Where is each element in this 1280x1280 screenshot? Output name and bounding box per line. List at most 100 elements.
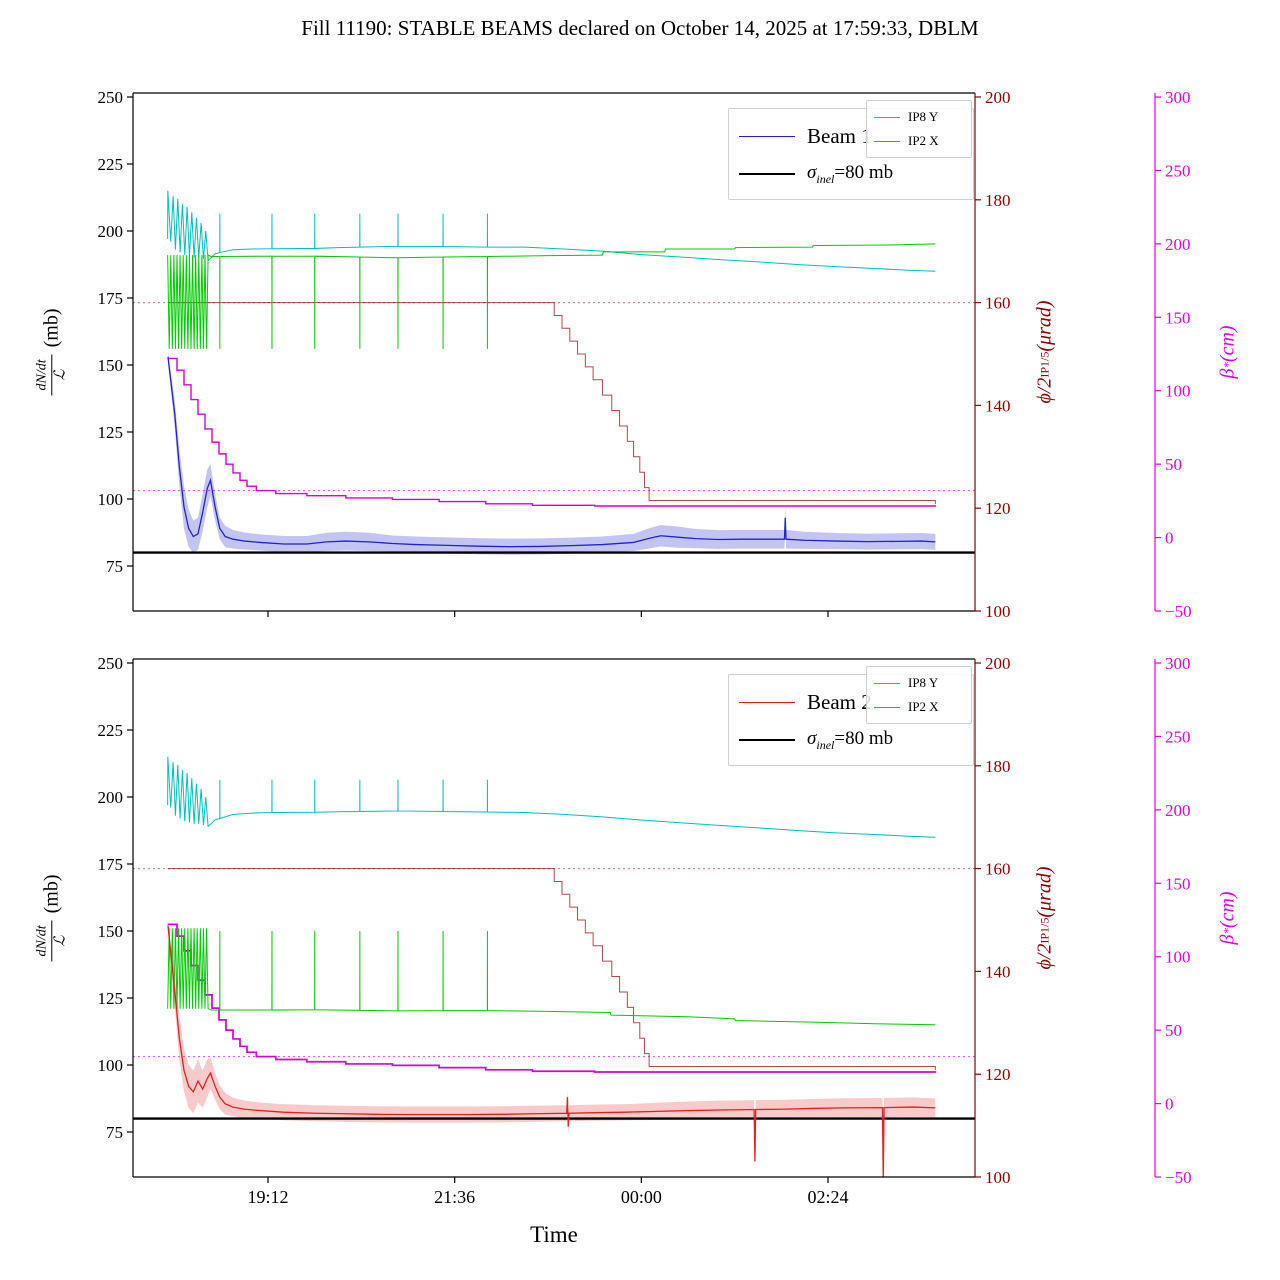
beta-tick-label: 0 [1165,529,1174,548]
beta-tick-label: 50 [1165,455,1182,474]
beam1-subplot: 250 225 200 175 150 125 100 75 200 180 160 140 120 10… [98,88,1192,621]
beta-tick-label: 150 [1165,874,1191,893]
phi-ip15-line [167,868,936,1071]
beta-axis-label-bottom: β * (cm) [1217,891,1240,944]
ip2x-line-sample [874,140,900,142]
ylabel-fraction: dN/dt ℒ [34,920,68,962]
beam2-subplot: 250 225 200 175 150 125 100 75 200 180 160 140 120 10… [98,654,1192,1207]
beam1-line-sample [739,135,795,137]
sigma-line-sample [739,173,795,175]
legend-sigma-label: σinel=80 mb [807,728,893,753]
beam2-uncertainty-band [167,920,936,1177]
sigma-symbol: σ [807,727,817,749]
x-tick-label: 19:12 [247,1187,288,1207]
beta-label-main: β [1216,368,1239,379]
beta-label-unit: (cm) [1216,891,1239,929]
legend-entry-sigma: σinel=80 mb [729,155,973,193]
legend-ip2x-label: IP2 X [908,699,939,714]
legend-entry-beam2: Beam 2 [729,683,973,721]
left-tick-label: 250 [98,88,124,107]
sigma-subscript: inel [816,737,835,752]
phi-tick-label: 100 [985,1168,1011,1187]
beam1-line [167,356,936,548]
sigma-value: =80 mb [834,727,894,749]
beta-tick-label: 200 [1165,235,1191,254]
phi-axis-label-bottom: ϕ/2 IP1/5 (μrad) [1034,866,1057,969]
legend-ips-bottom: IP8 Y IP2 X [866,666,972,724]
ylabel-numerator: dN/dt [34,920,52,962]
ip8-y-line [167,190,936,272]
legend-ips-top: IP8 Y IP2 X [866,100,972,158]
legend-entry-ip8y: IP8 Y [867,105,971,129]
ylabel-denominator: ℒ [51,369,68,381]
ip8y-line-sample [874,116,900,118]
beta-tick-label: −50 [1165,1168,1192,1187]
legend-ip8y-label: IP8 Y [908,675,939,690]
beta-label-sup: * [1220,928,1235,935]
legend-entry-ip2x: IP2 X [867,129,971,153]
beta-label-main: β [1216,934,1239,945]
phi-tick-label: 140 [985,396,1011,415]
beta-tick-label: 200 [1165,801,1191,820]
phi-tick-label: 160 [985,860,1011,879]
beta-tick-label: 250 [1165,727,1191,746]
phi-label-main: ϕ/2 [1033,943,1056,970]
beta-tick-label: −50 [1165,602,1192,621]
phi-tick-label: 180 [985,757,1011,776]
left-tick-label: 225 [98,721,124,740]
phi-label-unit: (μrad) [1033,866,1056,918]
left-tick-label: 100 [98,490,124,509]
ylabel-denominator: ℒ [51,935,68,947]
phi-tick-label: 120 [985,1065,1011,1084]
legend-ip8y-label: IP8 Y [908,109,939,124]
ip2-x-line [167,243,936,349]
phi-tick-label: 140 [985,962,1011,981]
xlabel: Time [530,1222,578,1247]
left-tick-label: 150 [98,922,124,941]
ip2x-line-sample [874,706,900,708]
phi-label-main: ϕ/2 [1033,377,1056,404]
left-tick-label: 150 [98,356,124,375]
beam1-uncertainty-band [167,351,936,555]
beta-tick-label: 50 [1165,1021,1182,1040]
left-tick-label: 75 [106,1123,123,1142]
beta-tick-label: 150 [1165,308,1191,327]
legend-beam2-label: Beam 2 [807,689,872,714]
left-tick-label: 175 [98,289,124,308]
ylabel-fraction: dN/dt ℒ [34,354,68,396]
ylabel-top: dN/dt ℒ (mb) [34,308,68,396]
legend-entry-ip8y: IP8 Y [867,671,971,695]
ylabel-unit: (mb) [40,874,63,914]
sigma-symbol: σ [807,161,817,183]
sigma-line-sample [739,739,795,741]
beta-tick-label: 100 [1165,382,1191,401]
left-tick-label: 200 [98,222,124,241]
left-tick-label: 175 [98,855,124,874]
beta-tick-label: 100 [1165,948,1191,967]
ylabel-numerator: dN/dt [34,354,52,396]
ip8y-line-sample [874,682,900,684]
phi-label-sub: IP1/5 [1037,351,1052,378]
legend-beam1-label: Beam 1 [807,123,872,148]
beta-label-unit: (cm) [1216,325,1239,363]
x-tick-label: 00:00 [621,1187,662,1207]
ip8-y-line [167,756,936,838]
legend-entry-ip2x: IP2 X [867,695,971,719]
legend-entry-beam1: Beam 1 [729,117,973,155]
phi-tick-label: 200 [985,88,1011,107]
sigma-value: =80 mb [834,161,894,183]
legend-ip2x-label: IP2 X [908,133,939,148]
left-tick-label: 200 [98,788,124,807]
phi-ip15-line [167,302,936,505]
beta-axis-label-top: β * (cm) [1217,325,1240,378]
left-tick-label: 100 [98,1056,124,1075]
beta-star-line [167,923,937,1073]
figure-title: Fill 11190: STABLE BEAMS declared on Oct… [301,16,979,40]
legend-entry-sigma: σinel=80 mb [729,721,973,759]
left-tick-label: 75 [106,557,123,576]
ip2-x-line [167,928,936,1026]
ylabel-unit: (mb) [40,308,63,348]
beta-tick-label: 250 [1165,161,1191,180]
